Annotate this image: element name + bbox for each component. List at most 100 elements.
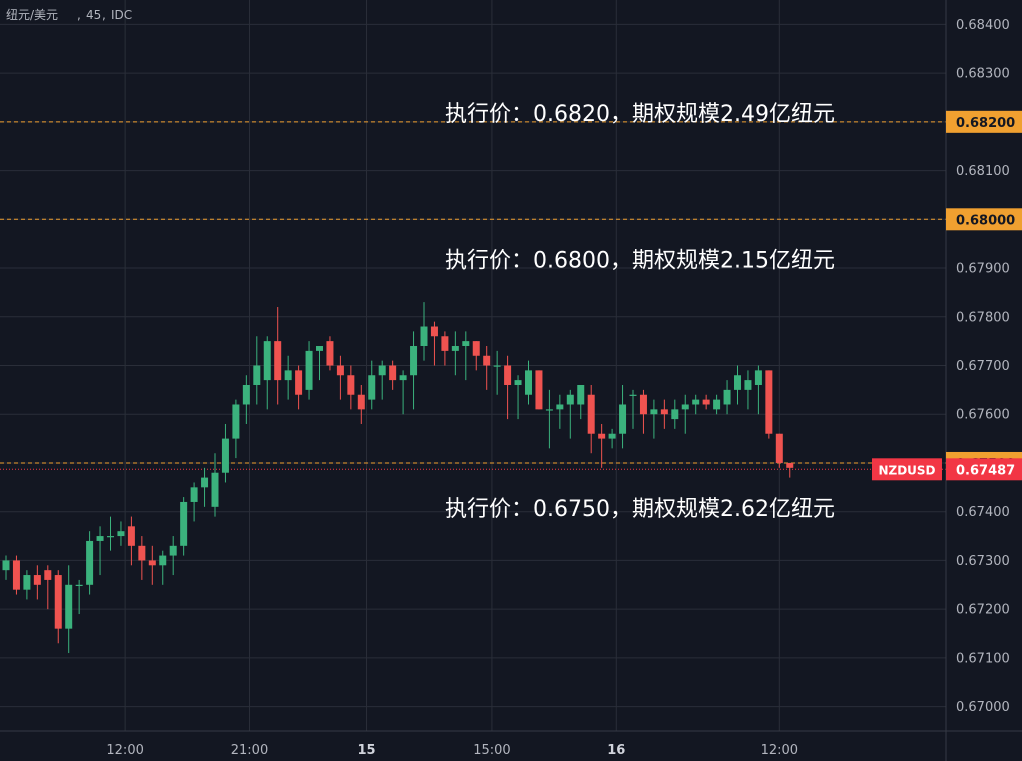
candle-body [44,570,52,580]
price-lines: NZDUSD [0,121,946,481]
candle-body [765,370,773,434]
candle-body [483,355,491,366]
candle-body [493,365,501,367]
candle-body [525,370,532,395]
candle-body [127,526,135,546]
candle-body [734,375,741,390]
candle-body [221,438,229,473]
candle-body [107,536,114,538]
strike-price-badge-label: 0.68000 [956,213,1015,228]
strike-price-badge [946,208,1022,231]
candle-body [138,545,146,561]
candle-body [54,575,62,629]
header-separator: , [77,8,81,22]
candle-body [671,409,679,420]
interval-label: 45 [86,8,101,22]
candle-body [295,370,303,395]
candle-body [253,365,261,385]
candle-body [180,501,188,546]
candle-body [190,487,198,502]
candle-body [65,584,73,629]
candle-body [305,350,313,390]
price-tick-label: 0.67100 [956,651,1010,666]
candle-body [514,380,522,385]
candle-body [504,365,512,385]
candle-body [316,346,323,351]
strike-price-badge [946,110,1022,133]
candle-body [681,404,689,410]
symbol-label: 纽元/美元 [6,8,58,22]
candle-body [75,584,83,586]
candle-body [232,404,240,439]
candle-body [556,404,564,410]
candle-body [33,575,41,585]
candle-body [692,399,700,405]
option-annotation: 执行价：0.6750，期权规模2.62亿纽元 [445,497,835,522]
candle-body [368,375,376,400]
candle-body [619,404,627,434]
candle-body [451,346,459,351]
time-tick-label: 21:00 [231,743,268,758]
candle-body [608,433,616,439]
option-annotation: 执行价：0.6800，期权规模2.15亿纽元 [445,248,835,273]
symbol-badge-label: NZDUSD [878,463,935,477]
candle-body [389,365,397,381]
time-tick-label: 12:00 [106,743,143,758]
candle-body [786,462,794,468]
candle-body [23,575,31,590]
candle-body [629,394,637,396]
current-price-badge-label: 0.67487 [956,463,1015,478]
candle-body [96,536,104,541]
price-tick-label: 0.68100 [956,164,1010,179]
candle-body [399,375,407,381]
price-tick-label: 0.67300 [956,554,1010,569]
candle-body [378,365,386,376]
candle-body [2,560,10,571]
candle-body [326,341,334,366]
candle-body [639,394,647,415]
candle-body [263,341,271,381]
time-tick-label: 15 [357,743,375,758]
candle-body [754,370,762,385]
strike-price-badge-label: 0.68200 [956,116,1015,131]
candle-body [211,472,219,507]
price-tick-label: 0.67900 [956,262,1010,277]
candle-body [169,545,177,556]
candle-body [587,394,595,434]
candle-body [117,531,125,537]
price-tick-label: 0.67400 [956,505,1010,520]
candle-body [284,370,292,381]
candle-body [420,326,428,347]
candle-body [723,389,731,405]
candle-body [86,540,94,585]
price-tick-label: 0.68400 [956,18,1010,33]
candle-body [12,560,20,590]
candle-body [650,409,658,415]
candle-body [274,341,282,381]
candles [2,302,794,654]
candle-body [347,375,355,395]
current-price-badge [946,458,1022,481]
time-axis[interactable]: 12:00 21:00 15 15:00 16 12:00 [106,743,798,758]
candle-body [713,399,721,410]
candle-body [472,341,480,356]
chart-header: 纽元/美元 , 45 , IDC [6,8,132,22]
candle-body [201,477,209,488]
price-tick-label: 0.67200 [956,603,1010,618]
candle-body [159,555,167,566]
candle-body [462,341,470,347]
price-tick-label: 0.67700 [956,359,1010,374]
candle-body [598,433,606,439]
candle-body [535,370,543,410]
candle-body [430,326,438,337]
candle-body [566,394,574,405]
price-tick-label: 0.68300 [956,67,1010,82]
price-axis[interactable]: 0.670000.671000.672000.673000.674000.675… [946,18,1022,715]
price-tick-label: 0.67800 [956,310,1010,325]
candle-body [242,384,250,405]
candle-body [577,384,585,405]
time-tick-label: 16 [607,743,625,758]
candle-body [545,409,553,411]
annotations: 执行价：0.6820，期权规模2.49亿纽元执行价：0.6800，期权规模2.1… [445,102,835,522]
